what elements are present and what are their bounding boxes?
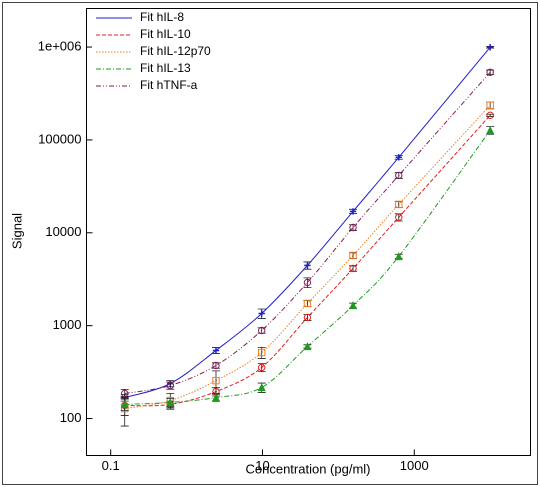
- y-tick-label: 1e+006: [38, 38, 82, 53]
- legend-label: Fit hIL-13: [140, 61, 191, 75]
- marker: [258, 310, 265, 317]
- y-tick-label: 100: [60, 410, 82, 425]
- fit-line: [124, 114, 491, 407]
- marker: [395, 154, 402, 161]
- legend: Fit hIL-8 Fit hIL-10 Fit hIL-12p70 Fit hIL-…: [92, 9, 252, 96]
- marker: [303, 278, 312, 287]
- marker: [395, 200, 403, 209]
- marker: [486, 101, 494, 109]
- fit-line: [124, 104, 491, 410]
- marker: [304, 262, 311, 269]
- y-axis-label: Signal: [9, 213, 24, 249]
- marker: [303, 313, 312, 322]
- plot-frame: [86, 8, 531, 456]
- marker: [121, 389, 129, 398]
- fit-line: [124, 71, 491, 395]
- x-tick-label: 0.1: [102, 458, 120, 473]
- marker: [212, 376, 220, 385]
- marker: [258, 363, 266, 372]
- legend-label: Fit hIL-10: [140, 27, 191, 41]
- x-axis-label: Concentration (pg/ml): [246, 461, 371, 476]
- marker: [486, 68, 494, 76]
- marker: [395, 213, 403, 221]
- marker: [120, 400, 129, 409]
- marker: [394, 252, 403, 261]
- marker: [166, 398, 175, 407]
- marker: [349, 264, 357, 273]
- legend-label: Fit hIL-12p70: [140, 44, 211, 58]
- legend-label: Fit hIL-8: [140, 10, 184, 24]
- marker: [211, 393, 220, 402]
- marker: [349, 223, 357, 232]
- marker: [258, 348, 266, 357]
- marker: [258, 326, 266, 335]
- marker: [212, 361, 220, 370]
- marker: [395, 171, 403, 180]
- marker: [166, 381, 174, 390]
- legend-label: Fit hTNF-a: [140, 78, 198, 92]
- y-tick-label: 1000: [53, 317, 82, 332]
- marker: [486, 44, 494, 51]
- legend-box: [92, 9, 252, 96]
- y-tick-label: 100000: [38, 131, 81, 146]
- marker: [303, 342, 312, 351]
- fit-line: [124, 46, 491, 399]
- marker: [257, 383, 266, 392]
- marker: [486, 125, 495, 134]
- marker: [303, 299, 312, 308]
- fit-line: [124, 129, 491, 405]
- x-tick-label: 1000: [400, 458, 429, 473]
- marker: [349, 208, 357, 215]
- x-tick-label: 10: [255, 458, 269, 473]
- marker: [349, 251, 357, 260]
- y-tick-label: 10000: [45, 224, 81, 239]
- marker: [486, 111, 494, 120]
- marker: [349, 301, 358, 310]
- marker: [212, 347, 220, 354]
